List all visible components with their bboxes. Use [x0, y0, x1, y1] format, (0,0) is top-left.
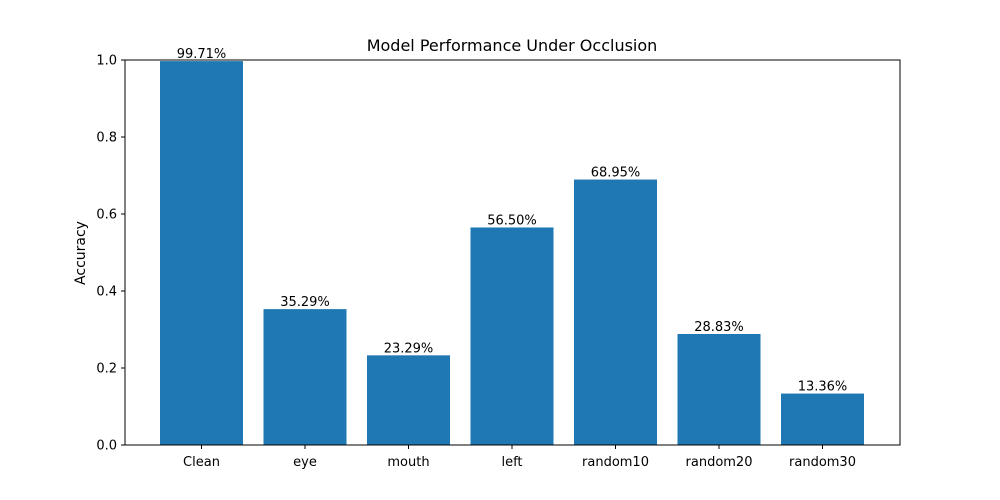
x-tick-label-Clean: Clean: [183, 455, 220, 470]
data-label-random20: 28.83%: [694, 320, 744, 335]
y-tick-label-1.0: 1.0: [96, 54, 117, 69]
x-tick-label-eye: eye: [293, 455, 317, 470]
bar-Clean: [160, 61, 243, 445]
data-labels-group: 99.71% 35.29% 23.29% 56.50% 68.95% 28.83% 13.3…: [177, 47, 848, 394]
bar-left: [470, 227, 554, 445]
bar-mouth: [367, 355, 450, 445]
data-label-Clean: 99.71%: [177, 47, 227, 62]
data-label-random10: 68.95%: [591, 166, 641, 181]
data-label-random30: 13.36%: [798, 380, 848, 395]
bar-random30: [781, 393, 864, 445]
bar-random10: [574, 179, 657, 446]
y-tick-label-0.4: 0.4: [96, 285, 117, 300]
data-label-eye: 35.29%: [280, 295, 330, 310]
data-label-left: 56.50%: [487, 213, 537, 228]
y-tick-label-0.8: 0.8: [96, 131, 117, 146]
x-tick-label-random10: random10: [582, 455, 649, 470]
bar-random20: [677, 334, 761, 445]
y-axis-label: Accuracy: [73, 221, 89, 285]
x-tick-label-random20: random20: [686, 455, 753, 470]
y-tick-label-0.6: 0.6: [96, 208, 117, 223]
x-tick-label-random30: random30: [789, 455, 856, 470]
bar-eye: [263, 309, 347, 445]
y-axis-ticks: 0.0 0.2 0.4 0.6 0.8 1.0: [96, 54, 125, 454]
plot-frame: [124, 59, 901, 446]
bars-group: [160, 61, 864, 446]
y-tick-label-0.2: 0.2: [96, 362, 117, 377]
x-axis-ticks: Clean eye mouth left random10 random20 random3…: [183, 445, 856, 470]
x-tick-label-mouth: mouth: [387, 455, 429, 470]
data-label-mouth: 23.29%: [384, 341, 434, 356]
y-tick-label-0.0: 0.0: [96, 439, 117, 454]
x-tick-label-left: left: [501, 455, 522, 470]
chart-title: Model Performance Under Occlusion: [367, 36, 658, 55]
